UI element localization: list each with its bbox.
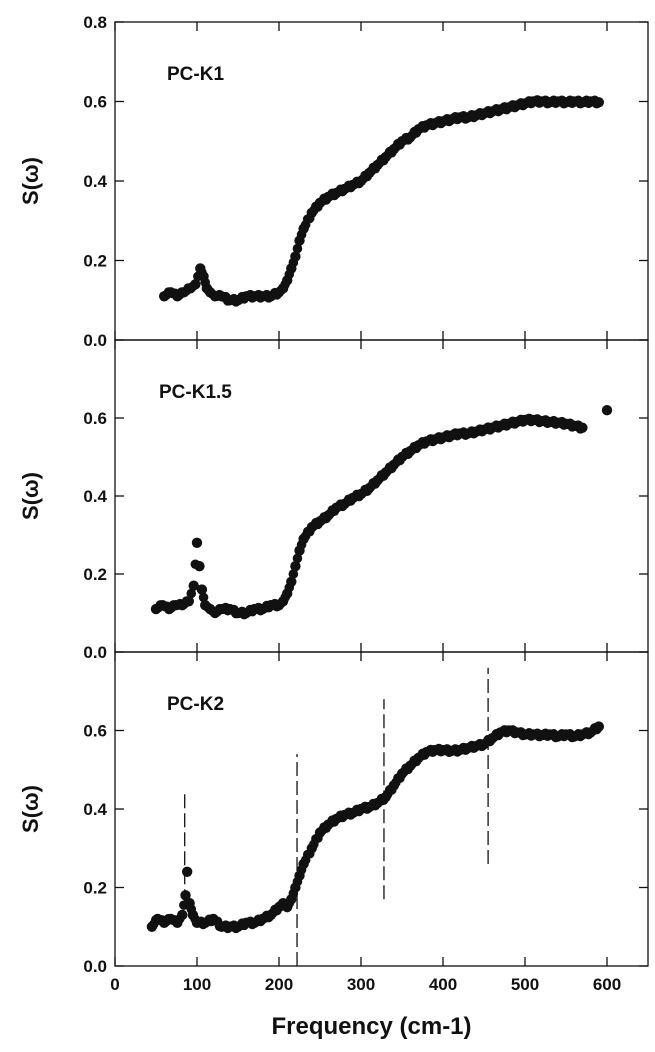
y-tick-label: 0.0 xyxy=(83,331,107,350)
data-point xyxy=(290,561,301,572)
y-tick-label: 0.6 xyxy=(83,409,107,428)
y-tick-label: 0.2 xyxy=(83,252,107,271)
data-point xyxy=(188,580,199,591)
y-tick-label: 0.6 xyxy=(83,722,107,741)
x-tick-label: 600 xyxy=(593,975,621,994)
data-point xyxy=(601,405,613,416)
y-axis-label: S(ω) xyxy=(18,472,43,520)
data-point xyxy=(593,97,604,108)
data-point xyxy=(577,422,588,433)
panel-label: PC-K1 xyxy=(167,64,224,85)
x-tick-label: 400 xyxy=(429,975,457,994)
y-tick-label: 0.0 xyxy=(83,957,107,976)
data-point xyxy=(292,553,303,564)
y-tick-label: 0.8 xyxy=(83,13,107,32)
y-tick-label: 0.2 xyxy=(83,565,107,584)
data-point xyxy=(191,537,203,548)
data-point xyxy=(194,561,205,572)
y-tick-label: 0.0 xyxy=(83,643,107,662)
data-point xyxy=(198,592,209,603)
data-point xyxy=(181,866,193,877)
data-point xyxy=(286,576,297,587)
y-tick-label: 0.4 xyxy=(83,800,107,819)
data-point xyxy=(290,251,301,262)
y-tick-label: 0.4 xyxy=(83,172,107,191)
y-tick-label: 0.2 xyxy=(83,879,107,898)
y-tick-label: 0.6 xyxy=(83,93,107,112)
y-axis-label: S(ω) xyxy=(18,157,43,205)
x-axis-label: Frequency (cm-1) xyxy=(271,1013,471,1040)
data-point xyxy=(183,596,194,607)
x-tick-label: 500 xyxy=(511,975,539,994)
x-tick-label: 100 xyxy=(183,975,211,994)
data-point xyxy=(292,243,303,254)
data-point xyxy=(196,584,208,595)
y-axis-label: S(ω) xyxy=(18,785,43,833)
data-point xyxy=(190,279,201,290)
data-point xyxy=(593,721,604,732)
data-point xyxy=(180,890,191,901)
panel-label: PC-K2 xyxy=(167,694,224,715)
data-point xyxy=(177,909,188,921)
x-tick-label: 200 xyxy=(265,975,293,994)
data-point xyxy=(186,588,197,599)
x-tick-label: 300 xyxy=(347,975,375,994)
data-point xyxy=(288,569,299,579)
y-tick-label: 0.4 xyxy=(83,487,107,506)
panel-label: PC-K1.5 xyxy=(159,382,232,403)
x-tick-label: 0 xyxy=(110,975,119,994)
